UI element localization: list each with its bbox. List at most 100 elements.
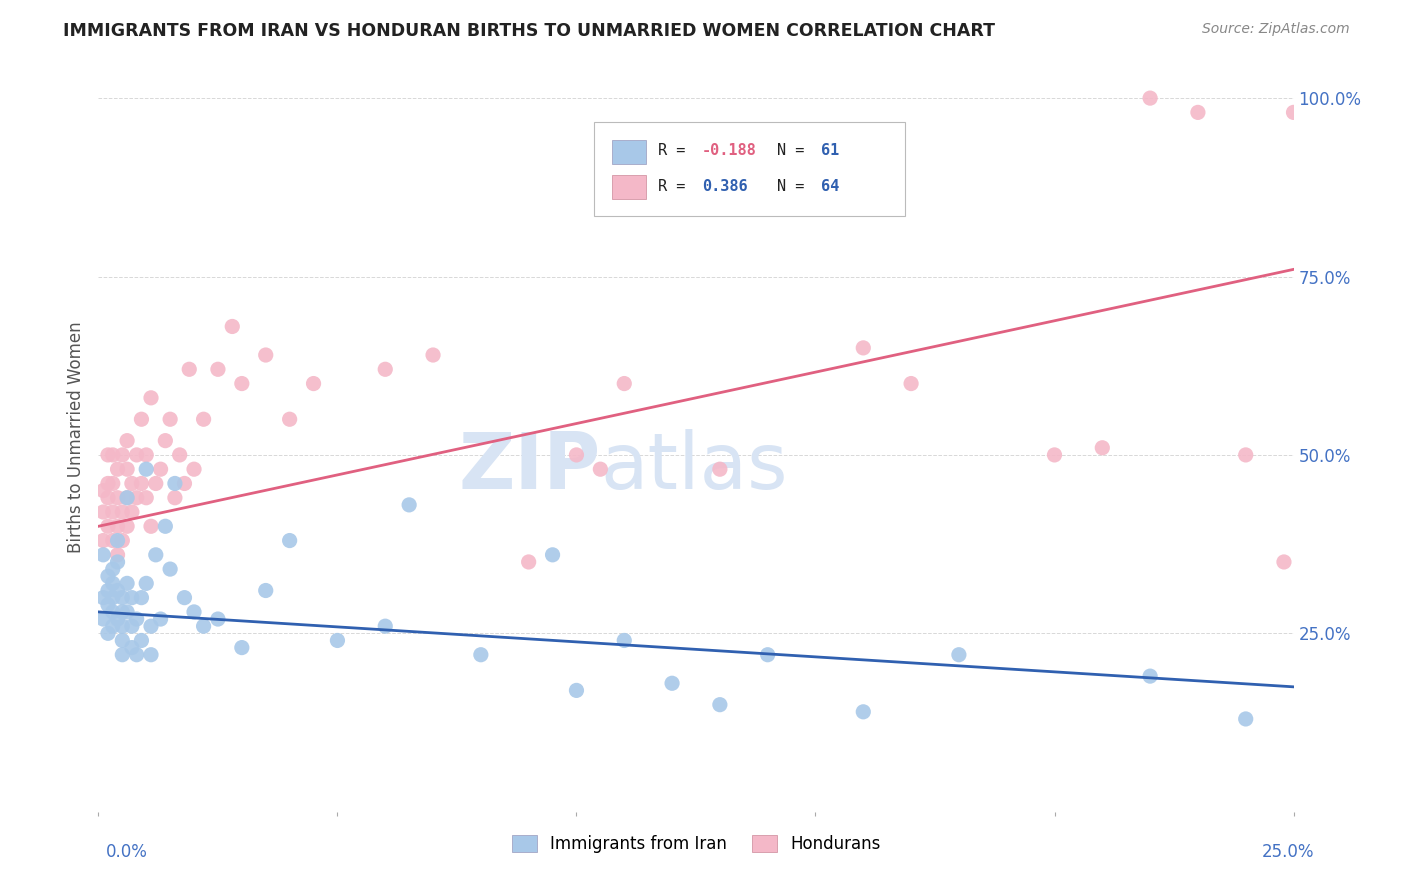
Point [125,448,148,462]
Point [91,505,114,519]
Point [183,605,205,619]
Point [97,626,120,640]
Point [183,462,205,476]
Point [111,505,134,519]
Point [115,491,138,505]
Bar [613,140,645,163]
Point [374,362,396,376]
Point [135,576,157,591]
Text: atlas: atlas [600,429,787,505]
Point [131,591,153,605]
Point [254,583,277,598]
Point [111,591,134,605]
Point [139,391,162,405]
Bar [613,175,645,199]
Point [97,519,120,533]
Point [111,633,134,648]
Point [131,633,153,648]
Point [135,448,157,462]
Point [131,412,153,426]
Point [111,605,134,619]
Point [1282,105,1305,120]
Point [155,434,177,448]
Point [169,448,191,462]
Point [101,476,124,491]
Point [101,576,124,591]
Point [173,476,195,491]
Point [852,341,875,355]
Point [207,362,229,376]
Point [159,562,181,576]
Point [131,476,153,491]
Point [97,598,120,612]
Point [115,491,138,505]
Point [613,633,636,648]
Point [111,619,134,633]
Point [278,533,301,548]
Point [709,698,731,712]
Point [107,548,129,562]
Point [121,476,143,491]
Point [374,619,396,633]
Point [422,348,444,362]
Point [589,462,612,476]
Point [565,448,588,462]
Point [1234,712,1257,726]
Point [101,619,124,633]
Point [125,491,148,505]
Point [193,412,215,426]
Point [149,462,172,476]
Point [709,462,731,476]
Point [91,533,114,548]
Point [302,376,325,391]
Point [1187,105,1209,120]
Text: IMMIGRANTS FROM IRAN VS HONDURAN BIRTHS TO UNMARRIED WOMEN CORRELATION CHART: IMMIGRANTS FROM IRAN VS HONDURAN BIRTHS … [63,22,995,40]
Point [107,612,129,626]
Point [145,548,167,562]
Point [101,533,124,548]
Point [97,583,120,598]
Point [326,633,349,648]
Point [115,462,138,476]
Point [121,619,143,633]
Point [121,505,143,519]
Point [139,619,162,633]
Text: 0.0%: 0.0% [105,843,148,861]
Point [107,462,129,476]
Point [115,519,138,533]
Y-axis label: Births to Unmarried Women: Births to Unmarried Women [66,321,84,553]
Text: R =: R = [658,144,695,159]
Point [91,591,114,605]
Point [139,648,162,662]
Point [852,705,875,719]
Point [101,448,124,462]
Text: 0.386: 0.386 [702,179,748,194]
Point [221,319,243,334]
Point [107,583,129,598]
Point [101,562,124,576]
Point [173,591,195,605]
Point [541,548,564,562]
Point [613,376,636,391]
Text: -0.188: -0.188 [702,144,756,159]
Point [101,605,124,619]
Point [107,491,129,505]
Point [139,519,162,533]
Point [91,548,114,562]
Text: ZIP: ZIP [458,429,600,505]
Point [111,533,134,548]
Point [97,569,120,583]
Point [900,376,922,391]
Point [1139,669,1161,683]
Point [135,491,157,505]
Point [115,576,138,591]
Point [125,648,148,662]
Point [207,612,229,626]
Point [163,491,186,505]
Text: 25.0%: 25.0% [1263,843,1315,861]
Point [97,476,120,491]
Point [1234,448,1257,462]
Point [97,448,120,462]
Point [155,519,177,533]
Point [179,362,201,376]
